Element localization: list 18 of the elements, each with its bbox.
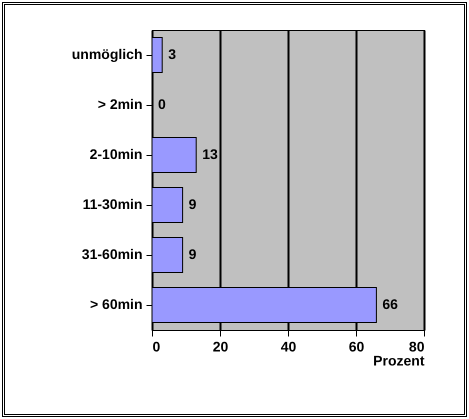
x-tick-label: 20	[212, 338, 228, 354]
y-tick-label: > 2min	[98, 96, 142, 112]
y-tick-label: > 60min	[90, 296, 142, 312]
x-tick-label: 40	[280, 338, 296, 354]
x-tick-label: 0	[152, 338, 160, 354]
data-label: 9	[188, 246, 197, 262]
data-label: 0	[158, 96, 166, 112]
data-label: 9	[188, 196, 197, 212]
data-label: 66	[382, 296, 398, 312]
y-tick-label: 2-10min	[90, 146, 142, 162]
data-label: 13	[202, 146, 218, 162]
y-tick-label: unmöglich	[72, 46, 142, 62]
x-tick-label: 60	[348, 338, 364, 354]
data-label: 3	[168, 46, 176, 62]
y-tick-label: 11-30min	[82, 196, 142, 212]
x-axis-title: Prozent	[373, 352, 425, 368]
y-tick-label: 31-60min	[82, 246, 142, 262]
x-tick-label: 80	[408, 338, 425, 354]
